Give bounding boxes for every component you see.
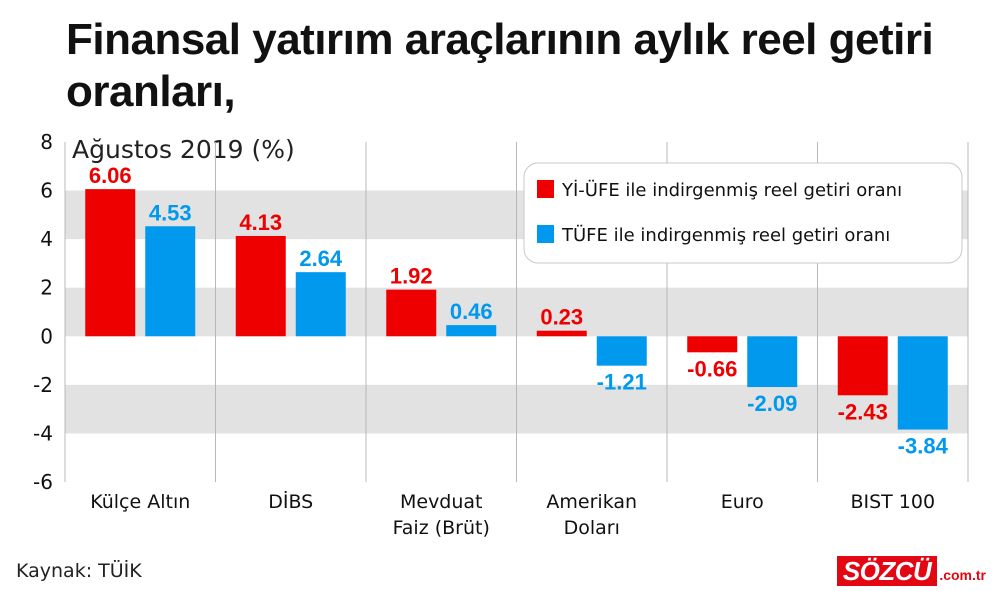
value-label-series-1: 4.13 [239,210,282,235]
brand-logo: SÖZCÜ .com.tr [836,556,986,586]
bar-series-1 [687,336,738,353]
value-label-series-2: -1.21 [597,370,647,395]
value-label-series-2: -3.84 [898,434,949,459]
legend-swatch-1 [537,180,554,198]
brand-domain: .com.tr [939,567,986,583]
y-tick-label: -2 [33,373,53,397]
category-label: Faiz (Brüt) [393,517,490,539]
category-label: Doları [564,517,620,539]
bar-series-2 [446,325,497,337]
bar-series-1 [235,235,286,337]
category-label: Euro [721,491,764,513]
category-label: DİBS [268,490,313,513]
chart-title: Finansal yatırım araçlarının aylık reel … [66,14,1000,176]
y-tick-label: 8 [40,130,53,154]
y-tick-label: -6 [33,470,53,494]
value-label-series-1: 1.92 [390,264,433,289]
bar-series-1 [536,330,587,337]
category-label: BIST 100 [850,491,935,513]
y-tick-label: 6 [40,179,53,203]
value-label-series-2: -2.09 [747,391,797,416]
category-label: Külçe Altın [90,491,190,513]
y-tick-label: 0 [40,324,53,348]
title-text: Finansal yatırım araçlarının aylık reel … [66,15,934,116]
category-label: Mevduat [400,491,483,513]
value-label-series-1: -2.43 [838,399,888,424]
y-tick-label: -4 [33,421,53,445]
legend-label-1: Yİ-ÜFE ile indirgenmiş reel getiri oranı [561,179,902,201]
value-label-series-1: -0.66 [687,356,737,381]
value-label-series-1: 0.23 [540,305,583,330]
y-tick-label: 2 [40,276,53,300]
bar-series-2 [596,336,647,366]
legend-swatch-2 [537,225,554,243]
value-label-series-2: 2.64 [299,246,343,271]
bar-series-2 [145,226,196,337]
value-label-series-2: 0.46 [450,299,493,324]
legend-box [523,162,963,264]
bar-series-1 [837,336,888,396]
value-label-series-2: 4.53 [149,200,192,225]
category-label: Amerikan [546,491,637,513]
legend-label-2: TÜFE ile indirgenmiş reel getiri oranı [561,224,890,246]
value-label-series-1: 6.06 [89,163,132,188]
bar-series-1 [85,189,136,337]
y-tick-label: 4 [40,227,53,251]
source-note: Kaynak: TÜİK [16,560,142,582]
brand-name: SÖZCÜ [836,556,938,586]
bar-series-2 [295,272,346,337]
bar-series-1 [386,289,437,337]
bar-series-2 [897,336,948,430]
bar-series-2 [747,336,798,388]
chart-subtitle: Ağustos 2019 (%) [72,135,295,164]
